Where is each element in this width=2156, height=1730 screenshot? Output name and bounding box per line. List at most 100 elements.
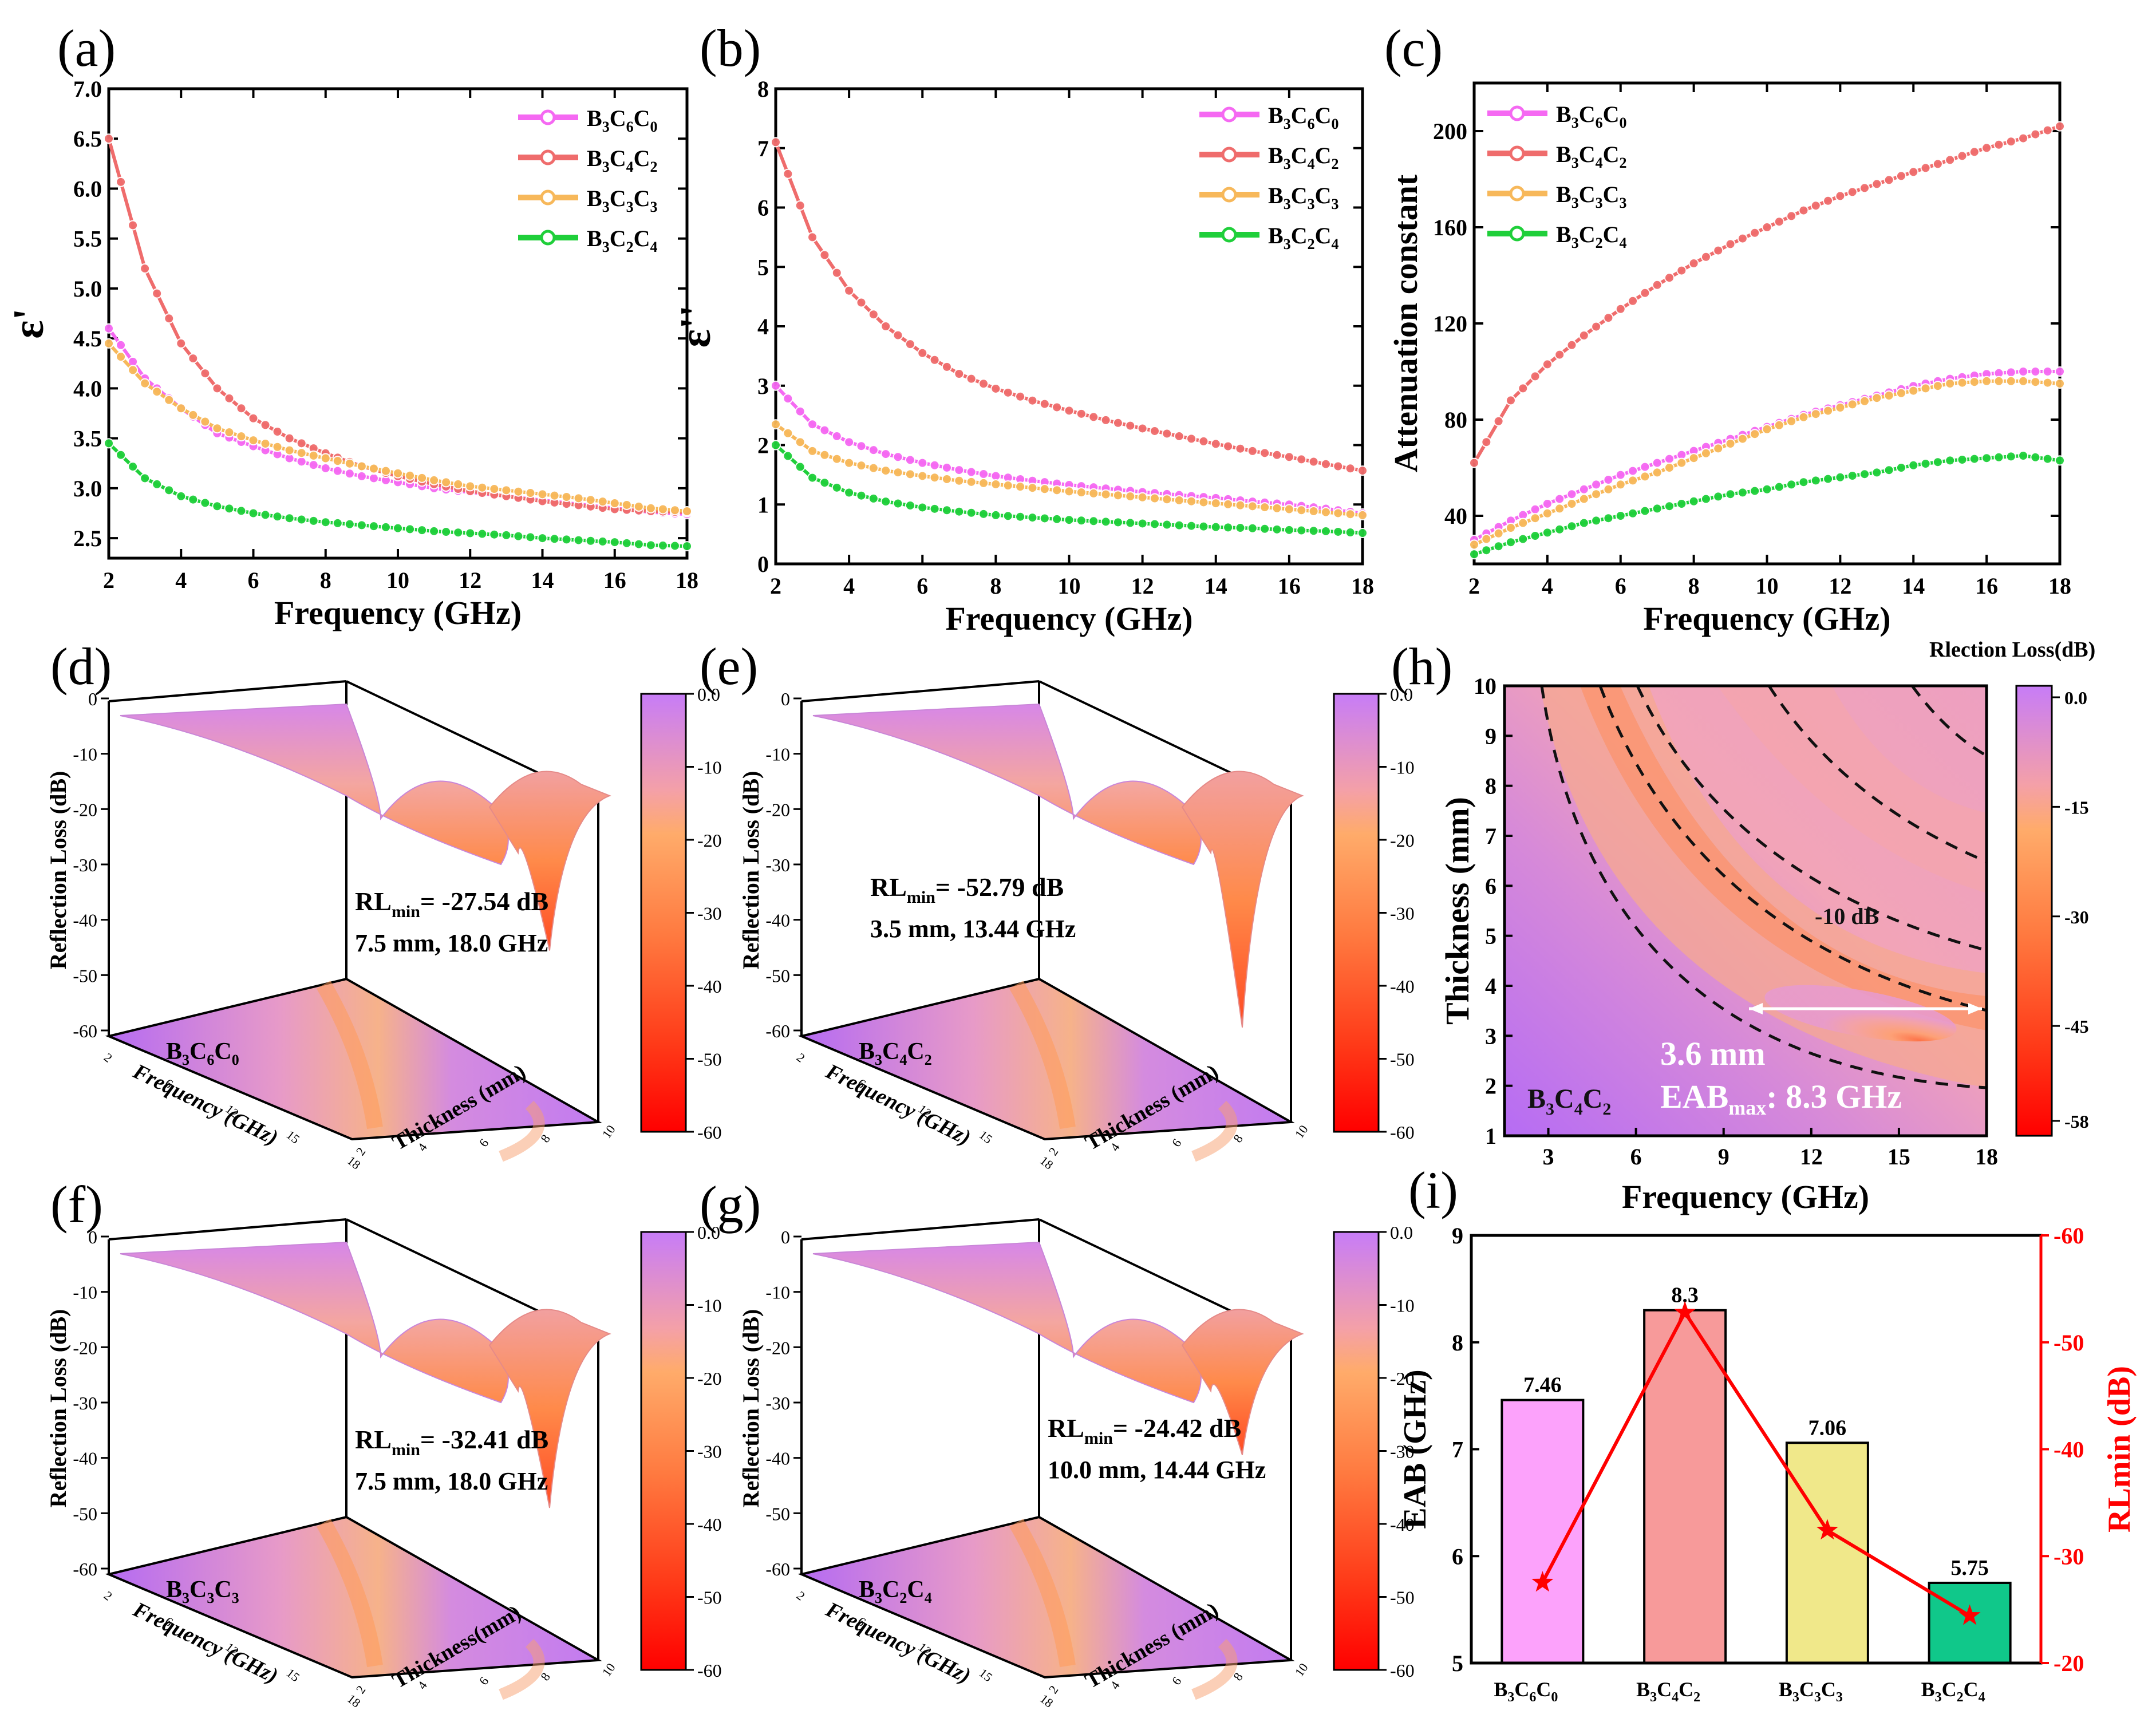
floor-band-2: [1191, 1638, 1238, 1700]
legend-label-B3C3C3-part: 3: [650, 199, 657, 215]
series-point-B3C3C3: [1542, 508, 1553, 519]
y-tick-label: 7: [1452, 1437, 1463, 1463]
y2-tick-label: -30: [2054, 1543, 2084, 1569]
series-point-B3C4C2: [954, 369, 965, 379]
series-point-B3C3C3: [2042, 377, 2053, 388]
thick-tick-label: 6: [476, 1136, 492, 1150]
y-tick-label: 3.5: [73, 426, 102, 452]
series-point-B3C2C4: [405, 524, 416, 535]
series-point-B3C2C4: [1859, 469, 1870, 480]
legend-label-B3C6C0-part: C: [1579, 101, 1596, 127]
series-point-B3C3C3: [465, 481, 476, 492]
series-point-B3C2C4: [1932, 457, 1943, 468]
series-point-B3C3C3: [1981, 376, 1992, 386]
sample-label-part: 3: [182, 1052, 189, 1068]
series-point-B3C3C3: [990, 479, 1001, 489]
series-point-B3C3C3: [1137, 492, 1148, 503]
rlmin-annotation-part: min: [907, 888, 935, 907]
series-point-B3C6C0: [320, 463, 331, 473]
series-point-B3C4C2: [1737, 233, 1748, 244]
colorbar-tick-label: 0.0: [1390, 1222, 1413, 1243]
series-point-B3C2C4: [368, 521, 379, 532]
series-point-B3C3C3: [380, 465, 391, 476]
series-point-B3C2C4: [783, 451, 793, 461]
series-point-B3C2C4: [1603, 513, 1614, 524]
y-tick-label: 9: [1452, 1223, 1463, 1249]
series-point-B3C3C3: [104, 338, 114, 349]
series-point-B3C2C4: [116, 449, 127, 460]
contour-line-5: [1910, 686, 1987, 757]
series-point-B3C2C4: [1908, 460, 1919, 471]
colorbar: [1333, 1231, 1380, 1671]
series-point-B3C4C2: [1542, 359, 1553, 370]
series-point-B3C4C2: [844, 285, 855, 296]
series-point-B3C6C0: [2030, 366, 2041, 377]
series-point-B3C4C2: [1652, 279, 1663, 290]
series-point-B3C3C3: [1737, 433, 1748, 444]
series-point-B3C2C4: [1615, 511, 1626, 521]
series-point-B3C2C4: [1518, 534, 1529, 544]
z-tick-label: -40: [765, 910, 790, 931]
y-tick-label: 2.5: [73, 526, 102, 551]
rlmin-annotation-part: min: [392, 1440, 420, 1459]
y-axis-label: Attenuation constant: [1387, 174, 1424, 472]
category-label-part: C: [1679, 1678, 1693, 1701]
thick-tick-label: 8: [1230, 1132, 1246, 1145]
series-point-B3C3C3: [356, 461, 367, 472]
contour-y-tick-label: 10: [1474, 673, 1496, 699]
x-tick-label: 16: [1975, 573, 1998, 599]
series-point-B3C4C2: [1174, 430, 1184, 441]
series-point-B3C2C4: [905, 500, 915, 511]
series-point-B3C4C2: [1920, 163, 1931, 173]
series-point-B3C3C3: [1125, 491, 1136, 502]
surface-panel-d: 0 -10 -20 -30 -40 -50 -60 Reflection Loss (dB) 2…: [45, 680, 722, 1172]
series-point-B3C6C0: [917, 457, 928, 468]
series-point-B3C4C2: [880, 321, 891, 331]
series-point-B3C2C4: [633, 539, 644, 550]
series-point-B3C2C4: [320, 517, 331, 528]
series-point-B3C4C2: [164, 313, 175, 324]
series-point-B3C3C3: [1871, 393, 1882, 404]
series-point-B3C4C2: [116, 176, 127, 187]
series-point-B3C2C4: [200, 497, 211, 508]
series-point-B3C6C0: [1530, 504, 1541, 515]
legend-label-B3C3C3-part: 3: [626, 199, 634, 215]
series-point-B3C6C0: [941, 462, 952, 473]
sample-label: B3C6C0: [166, 1038, 239, 1068]
series-point-B3C4C2: [1810, 200, 1821, 211]
series-point-B3C4C2: [176, 338, 187, 349]
y-tick-label: 2: [757, 433, 769, 459]
series-point-B3C2C4: [1505, 537, 1516, 548]
sample-label-part: C: [907, 1038, 924, 1065]
legend-label-B3C3C3-part: 3: [602, 199, 610, 215]
series-point-B3C4C2: [1284, 452, 1294, 463]
category-label-part: 3: [1650, 1690, 1657, 1705]
series-point-B3C2C4: [2055, 455, 2065, 466]
series-point-B3C6C0: [2055, 366, 2065, 377]
series-point-B3C2C4: [585, 535, 596, 546]
legend-label-B3C2C4-part: C: [1291, 223, 1308, 248]
surface-valley: [488, 771, 611, 951]
colorbar-tick-label: 0.0: [1390, 684, 1413, 705]
series-point-B3C4C2: [1223, 441, 1234, 452]
legend-label-B3C2C4-part: 4: [1619, 235, 1626, 251]
colorbar-tick-label: -50: [697, 1587, 722, 1608]
series-point-B3C4C2: [152, 288, 163, 299]
colorbar: [640, 693, 687, 1133]
y-tick-label: 4.5: [73, 326, 102, 351]
series-point-B3C3C3: [1920, 383, 1931, 394]
series-point-B3C3C3: [1957, 377, 1968, 388]
series-point-B3C3C3: [477, 482, 488, 493]
legend-label-B3C4C2-part: C: [634, 145, 650, 171]
freq-tick-label: 18: [1037, 1691, 1056, 1710]
legend-label-B3C3C3-part: 3: [1571, 195, 1579, 211]
legend-label-B3C3C3-part: C: [610, 185, 626, 211]
series-point-B3C2C4: [1945, 455, 1956, 466]
eab-arrow-left-head: [1749, 1003, 1763, 1014]
legend-label-B3C4C2: B3C4C2: [1556, 141, 1626, 171]
series-point-B3C2C4: [1112, 517, 1123, 528]
series-point-B3C4C2: [1688, 258, 1699, 268]
series-point-B3C2C4: [296, 514, 307, 525]
series-point-B3C6C0: [2018, 366, 2029, 377]
series-point-B3C2C4: [795, 461, 805, 472]
